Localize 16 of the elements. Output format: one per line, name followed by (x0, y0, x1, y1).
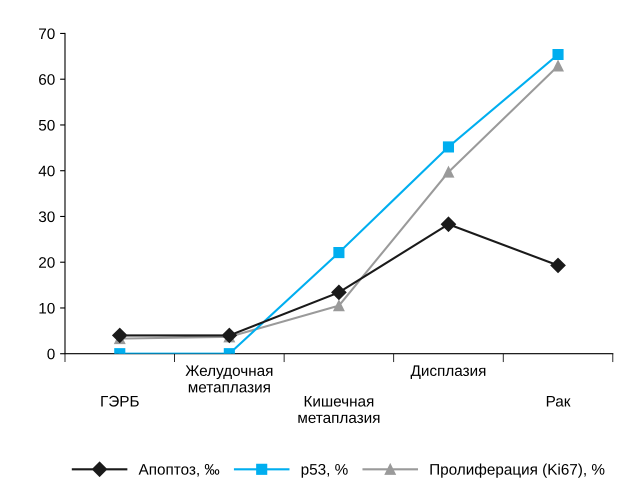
y-tick-label: 10 (39, 302, 55, 314)
y-tick-label: 0 (47, 348, 55, 360)
x-tick-label: ГЭРБ (101, 396, 139, 407)
x-tick-label: Желудочная метаплазия (185, 365, 272, 393)
y-tick-label: 30 (38, 211, 55, 222)
y-tick-label: 50 (38, 120, 55, 131)
legend-label: Апоптоз, ‰ (138, 464, 220, 477)
y-tick-label: 20 (39, 257, 55, 268)
y-tick-label: 60 (39, 74, 55, 85)
y-tick-label: 40 (38, 166, 55, 176)
legend-label: Пролиферация (Ki67), % (430, 464, 604, 478)
x-tick-label: Рак (546, 396, 571, 407)
x-tick-label: Кишечная метаплазия (298, 396, 380, 424)
x-tick-label: Дисплазия (410, 365, 486, 379)
y-tick-label: 70 (39, 28, 55, 40)
legend-label: p53, % (302, 464, 348, 478)
